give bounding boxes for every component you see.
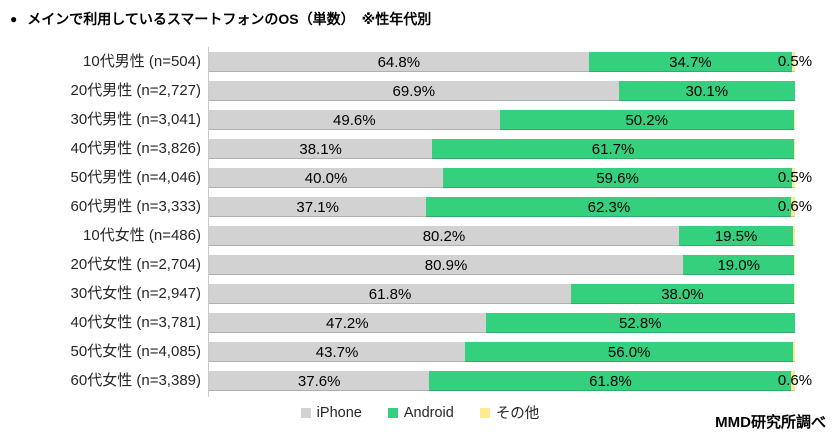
- segment-other: [793, 342, 795, 362]
- segment-android: 56.0%: [465, 342, 794, 362]
- y-axis-line: [208, 47, 209, 397]
- row-category-label: 50代男性 (n=4,046): [70, 169, 201, 186]
- chart-title-text: メインで利用しているスマートフォンのOS（単数） ※性年代別: [27, 11, 432, 27]
- other-value-label: 0.5%: [777, 53, 813, 70]
- segment-android: 62.3%: [426, 197, 792, 217]
- legend-marker-android-swatch: [387, 407, 398, 418]
- bullet-icon: ●: [10, 12, 18, 26]
- segment-iphone: 80.9%: [209, 255, 684, 275]
- segment-other: [793, 139, 795, 159]
- segment-android: 34.7%: [588, 52, 793, 72]
- bar-track: 80.2% 19.5%: [209, 226, 795, 246]
- segment-other: [792, 168, 795, 188]
- legend-marker-other-swatch: [479, 407, 490, 418]
- bar-track: 49.6% 50.2%: [209, 110, 795, 130]
- other-value-label: 0.6%: [777, 198, 813, 215]
- chart-row: 20代男性 (n=2,727) 69.9% 30.1%: [0, 81, 840, 101]
- chart-rows: 10代男性 (n=504) 64.8% 34.7% 0.5% 20代男性 (n=2,72…: [0, 52, 840, 391]
- segment-android: 30.1%: [618, 81, 795, 101]
- segment-iphone: 80.2%: [209, 226, 679, 246]
- bar-track: 61.8% 38.0%: [209, 284, 795, 304]
- bar-track: 37.6% 61.8% 0.6%: [209, 371, 812, 391]
- chart-row: 60代男性 (n=3,333) 37.1% 62.3% 0.6%: [0, 197, 840, 217]
- segment-iphone: 61.8%: [209, 284, 572, 304]
- bar-track: 64.8% 34.7% 0.5%: [209, 52, 812, 72]
- segment-iphone: 38.1%: [209, 139, 433, 159]
- chart-row: 20代女性 (n=2,704) 80.9% 19.0%: [0, 255, 840, 275]
- source-credit: MMD研究所調べ: [715, 414, 826, 431]
- segment-android: 61.8%: [429, 371, 792, 391]
- segment-android: 19.0%: [683, 255, 795, 275]
- segment-other: [792, 52, 795, 72]
- row-category-label: 40代男性 (n=3,826): [70, 140, 201, 157]
- bar-track: 43.7% 56.0%: [209, 342, 795, 362]
- segment-other: [791, 197, 795, 217]
- chart-row: 50代男性 (n=4,046) 40.0% 59.6% 0.5%: [0, 168, 840, 188]
- segment-android: 61.7%: [432, 139, 794, 159]
- segment-iphone: 47.2%: [209, 313, 486, 333]
- row-category-label: 10代女性 (n=486): [83, 227, 201, 244]
- segment-iphone: 69.9%: [209, 81, 619, 101]
- row-category-label: 20代女性 (n=2,704): [70, 256, 201, 273]
- bar-track: 69.9% 30.1%: [209, 81, 795, 101]
- row-category-label: 20代男性 (n=2,727): [70, 82, 201, 99]
- bar-track: 38.1% 61.7%: [209, 139, 795, 159]
- chart-title: ● メインで利用しているスマートフォンのOS（単数） ※性年代別: [10, 9, 431, 29]
- segment-android: 19.5%: [678, 226, 794, 246]
- segment-android: 59.6%: [443, 168, 793, 188]
- legend-label: iPhone: [316, 404, 362, 421]
- bar-track: 40.0% 59.6% 0.5%: [209, 168, 812, 188]
- chart-row: 10代女性 (n=486) 80.2% 19.5%: [0, 226, 840, 246]
- stacked-bar-chart: 10代男性 (n=504) 64.8% 34.7% 0.5% 20代男性 (n=2,72…: [0, 47, 840, 397]
- row-category-label: 60代男性 (n=3,333): [70, 198, 201, 215]
- legend-item-other: その他: [479, 402, 540, 423]
- bar-track: 47.2% 52.8%: [209, 313, 795, 333]
- chart-row: 30代男性 (n=3,041) 49.6% 50.2%: [0, 110, 840, 130]
- segment-android: 50.2%: [499, 110, 794, 130]
- other-value-label: 0.5%: [777, 169, 813, 186]
- segment-other: [794, 255, 795, 275]
- segment-other: [793, 226, 795, 246]
- bar-track: 80.9% 19.0%: [209, 255, 795, 275]
- other-value-label: 0.6%: [777, 372, 813, 389]
- segment-other: [793, 110, 795, 130]
- segment-android: 38.0%: [571, 284, 794, 304]
- segment-android: 52.8%: [485, 313, 795, 333]
- legend-label: その他: [495, 406, 540, 422]
- segment-iphone: 37.6%: [209, 371, 430, 391]
- segment-other: [793, 284, 795, 304]
- legend-item-iphone: iPhone: [300, 404, 362, 421]
- legend-label: Android: [403, 404, 454, 421]
- legend-item-android: Android: [387, 404, 454, 421]
- row-category-label: 30代男性 (n=3,041): [70, 111, 201, 128]
- chart-row: 10代男性 (n=504) 64.8% 34.7% 0.5%: [0, 52, 840, 72]
- segment-iphone: 40.0%: [209, 168, 444, 188]
- chart-row: 30代女性 (n=2,947) 61.8% 38.0%: [0, 284, 840, 304]
- chart-row: 40代男性 (n=3,826) 38.1% 61.7%: [0, 139, 840, 159]
- chart-row: 40代女性 (n=3,781) 47.2% 52.8%: [0, 313, 840, 333]
- legend-marker-iphone-swatch: [300, 407, 311, 418]
- row-category-label: 40代女性 (n=3,781): [70, 314, 201, 331]
- row-category-label: 30代女性 (n=2,947): [70, 285, 201, 302]
- segment-iphone: 37.1%: [209, 197, 427, 217]
- bar-track: 37.1% 62.3% 0.6%: [209, 197, 812, 217]
- row-category-label: 10代男性 (n=504): [83, 53, 201, 70]
- segment-iphone: 43.7%: [209, 342, 466, 362]
- legend: iPhone Android その他: [0, 402, 840, 423]
- segment-iphone: 64.8%: [209, 52, 589, 72]
- chart-row: 50代女性 (n=4,085) 43.7% 56.0%: [0, 342, 840, 362]
- segment-iphone: 49.6%: [209, 110, 500, 130]
- chart-row: 60代女性 (n=3,389) 37.6% 61.8% 0.6%: [0, 371, 840, 391]
- row-category-label: 50代女性 (n=4,085): [70, 343, 201, 360]
- segment-other: [791, 371, 795, 391]
- row-category-label: 60代女性 (n=3,389): [70, 372, 201, 389]
